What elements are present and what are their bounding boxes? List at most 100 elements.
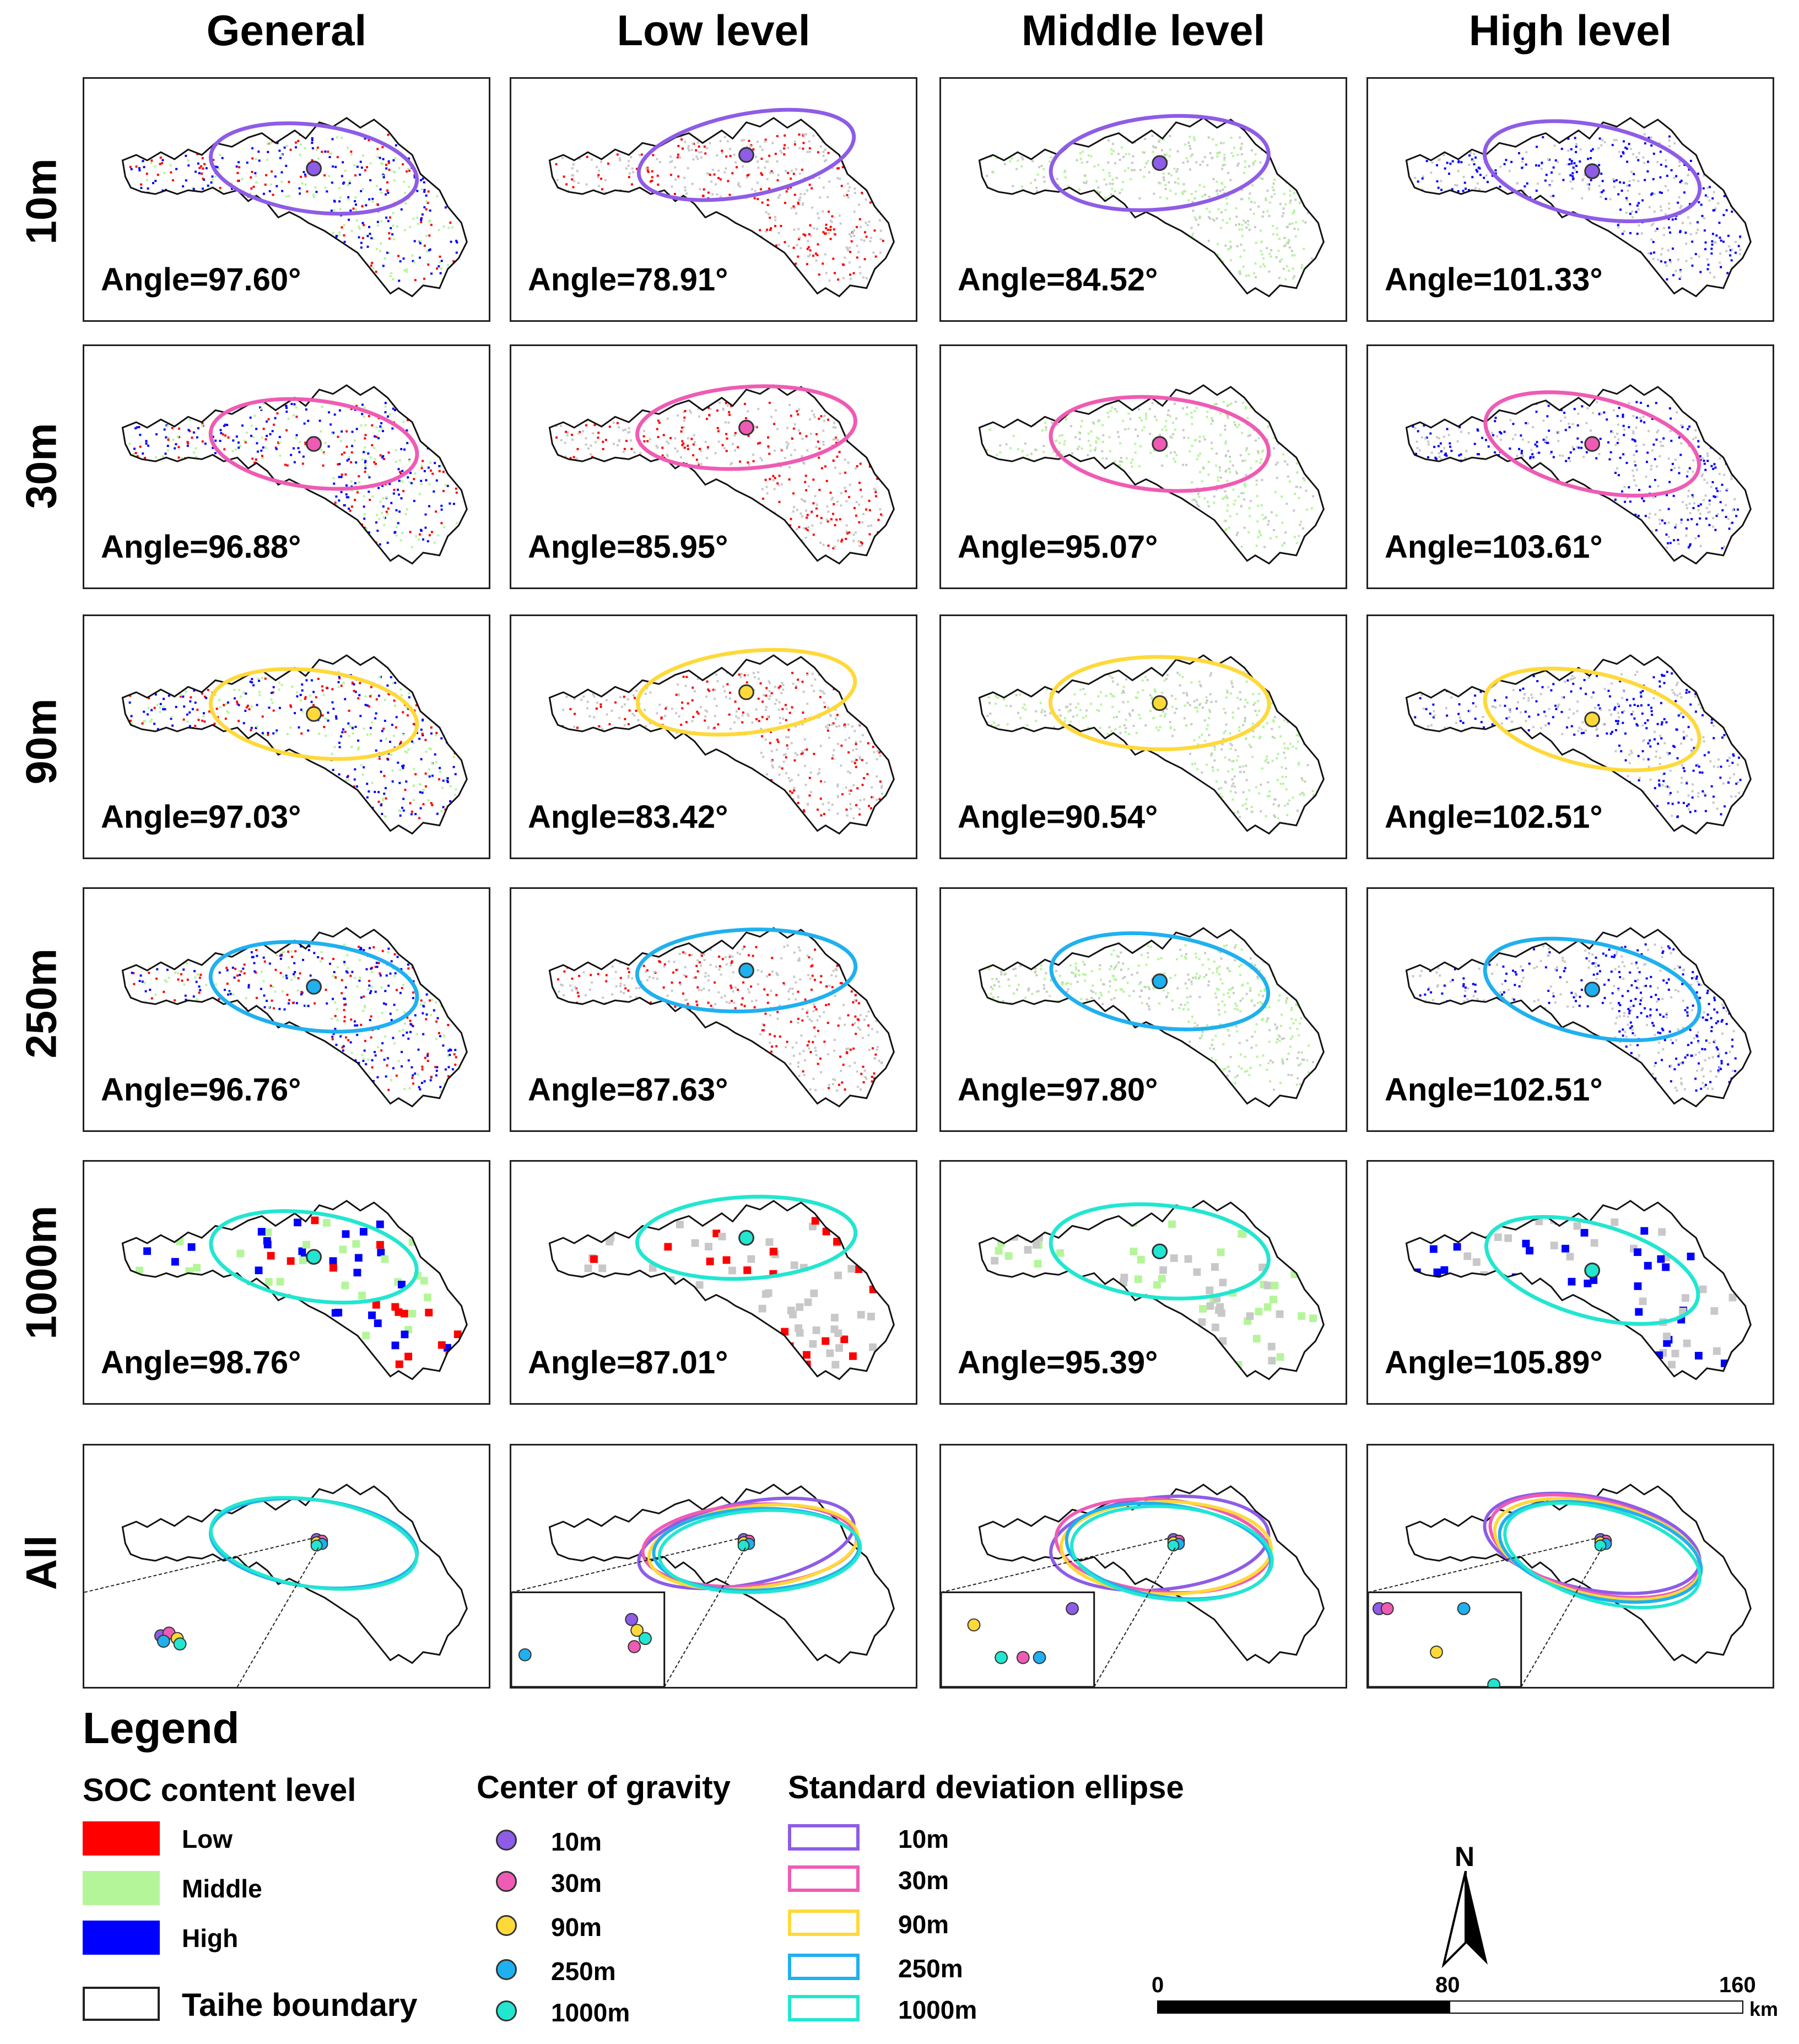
soc-pixel-general (274, 417, 277, 419)
soc-pixel-low (608, 723, 611, 726)
soc-pixel-low (666, 455, 669, 457)
map-panel-middle-30m: Angle=95.07° (939, 344, 1347, 589)
soc-pixel-general (187, 429, 190, 432)
soc-pixel-low (806, 703, 809, 705)
soc-pixel-middle (1240, 228, 1243, 231)
soc-pixel-general (437, 704, 440, 706)
soc-pixel-middle (1229, 471, 1231, 473)
soc-pixel-low (684, 189, 687, 192)
soc-pixel-general (187, 459, 190, 461)
soc-pixel-middle (1002, 418, 1004, 421)
soc-pixel-middle (1088, 463, 1090, 466)
soc-pixel-middle (1195, 500, 1198, 503)
soc-pixel-general (224, 718, 227, 720)
soc-pixel-general (315, 696, 317, 699)
soc-pixel-middle (1259, 177, 1262, 180)
soc-pixel-high (1660, 253, 1663, 256)
soc-pixel-low (770, 170, 773, 172)
soc-pixel-low (879, 754, 882, 757)
soc-pixel-middle (1243, 249, 1245, 252)
soc-pixel-high (1711, 517, 1714, 520)
soc-pixel-general (179, 695, 182, 698)
soc-pixel-general (187, 164, 190, 167)
soc-pixel-high (1680, 521, 1683, 524)
soc-pixel-general (175, 443, 177, 446)
soc-pixel-general (382, 458, 385, 460)
soc-pixel-low (571, 174, 574, 177)
soc-pixel-low (864, 711, 867, 714)
soc-pixel-low (733, 153, 736, 156)
soc-pixel-high (1658, 509, 1661, 511)
soc-pixel-general (367, 452, 370, 455)
soc-pixel-high (1623, 140, 1625, 143)
soc-pixel-general (293, 447, 295, 450)
map-svg (548, 648, 895, 835)
soc-pixel-general (357, 697, 360, 700)
soc-pixel-general (420, 483, 423, 486)
soc-pixel-general (360, 424, 363, 427)
soc-pixel-high (1625, 197, 1628, 199)
center-of-gravity-30m (306, 436, 322, 452)
soc-pixel-low (630, 183, 633, 186)
soc-pixel-general (262, 192, 265, 195)
soc-pixel-middle (1284, 437, 1287, 440)
soc-pixel-low (627, 164, 630, 167)
soc-pixel-low (566, 432, 569, 434)
soc-pixel-general (410, 740, 413, 743)
soc-pixel-general (433, 490, 435, 493)
soc-pixel-high (1714, 207, 1717, 210)
soc-pixel-middle (1217, 208, 1220, 211)
soc-pixel-general (149, 194, 152, 197)
soc-pixel-low (761, 497, 764, 500)
soc-pixel-high (1601, 191, 1603, 193)
soc-pixel-low (881, 178, 884, 181)
soc-pixel-general (260, 408, 263, 411)
soc-pixel-middle (1197, 493, 1200, 495)
soc-pixel-low (879, 238, 882, 240)
soc-pixel-low (818, 456, 820, 459)
soc-pixel-general (341, 263, 344, 266)
soc-pixel-general (383, 524, 386, 526)
soc-pixel-middle (1222, 164, 1224, 166)
soc-pixel-low (877, 519, 880, 521)
soc-pixel-middle (1155, 146, 1157, 149)
soc-pixel-low (769, 515, 771, 517)
soc-pixel-general (399, 260, 402, 263)
soc-pixel-middle (1082, 150, 1084, 153)
soc-pixel-general (341, 272, 343, 275)
soc-pixel-high (1526, 182, 1528, 185)
soc-pixel-high (1611, 431, 1614, 434)
soc-pixel-low (759, 457, 762, 459)
soc-pixel-low (766, 160, 769, 163)
soc-pixel-general (375, 426, 378, 429)
soc-pixel-low (782, 684, 785, 686)
soc-pixel-general (456, 241, 458, 244)
soc-pixel-high (1542, 419, 1545, 422)
soc-pixel-low (861, 495, 863, 498)
soc-pixel-middle (1163, 153, 1166, 156)
soc-pixel-low (602, 151, 604, 154)
soc-pixel-low (560, 439, 563, 441)
soc-pixel-high (1723, 445, 1726, 448)
soc-pixel-low (777, 686, 780, 689)
soc-pixel-general (224, 434, 227, 437)
soc-pixel-general (403, 181, 406, 184)
soc-pixel-general (388, 741, 391, 743)
soc-pixel-low (846, 814, 849, 817)
soc-pixel-low (812, 134, 815, 137)
soc-pixel-high (1721, 483, 1724, 486)
soc-pixel-general (342, 182, 345, 185)
soc-pixel-general (342, 272, 345, 274)
soc-pixel-low (696, 158, 699, 160)
soc-pixel-middle (1276, 233, 1278, 236)
soc-pixel-high (1659, 440, 1662, 443)
soc-pixel-low (788, 540, 791, 542)
soc-pixel-middle (1293, 536, 1296, 538)
soc-pixel-middle (1224, 164, 1227, 166)
soc-pixel-general (385, 510, 388, 513)
soc-pixel-high (1714, 434, 1716, 436)
soc-pixel-general (233, 688, 236, 691)
soc-pixel-general (451, 226, 453, 229)
soc-pixel-high (1613, 139, 1616, 142)
soc-pixel-general (139, 434, 142, 436)
